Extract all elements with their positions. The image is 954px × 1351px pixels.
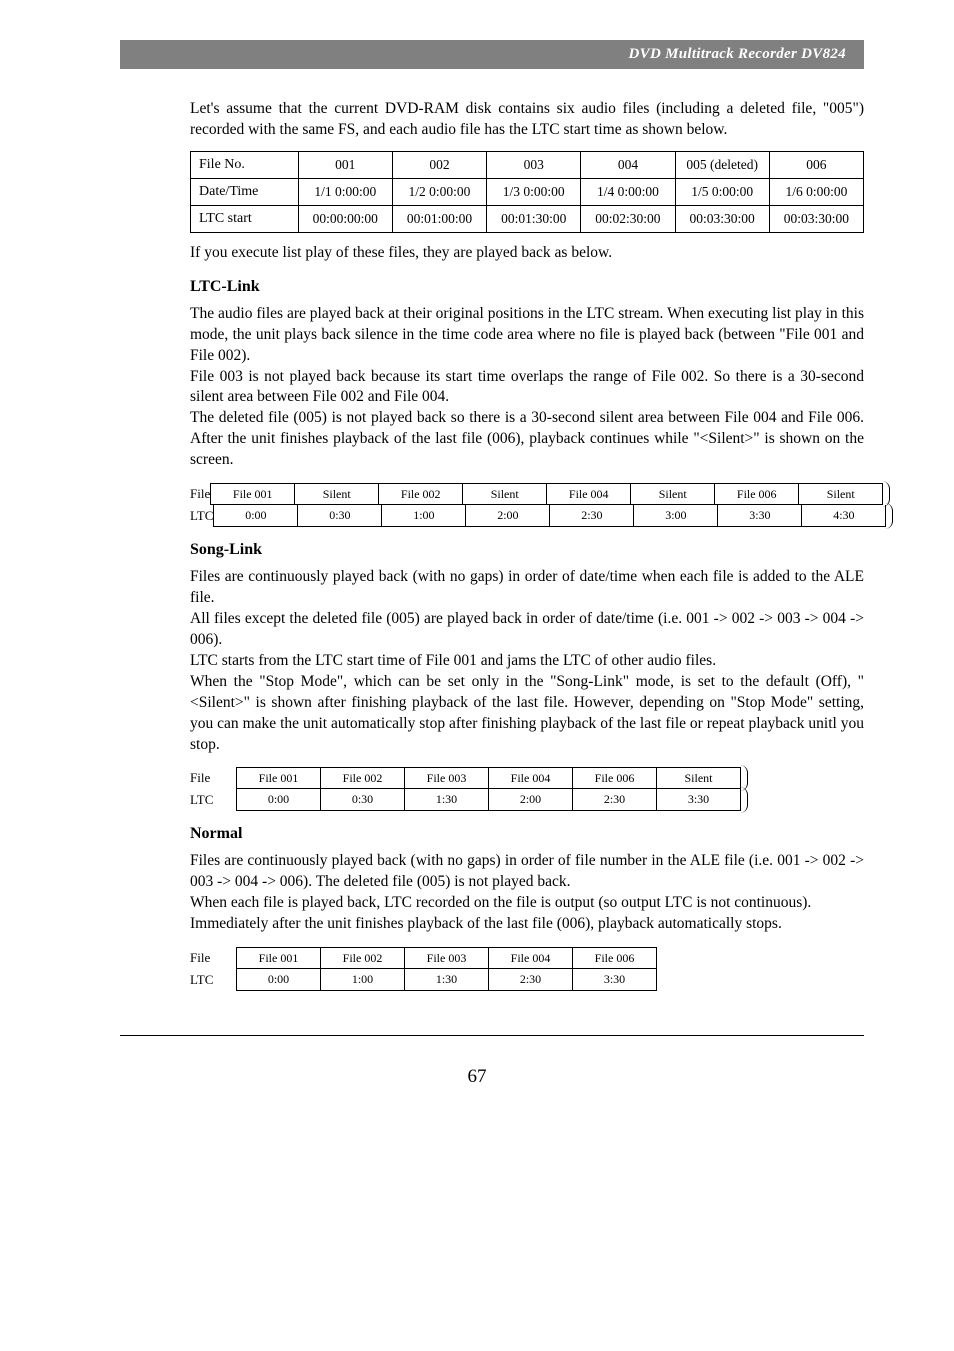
normal-p3: Immediately after the unit finishes play… (190, 914, 864, 935)
diagram-cell: 3:30 (717, 505, 801, 527)
diagram-cell: File 006 (572, 767, 656, 789)
normal-p1: Files are continuously played back (with… (190, 851, 864, 893)
page-footer-rule (120, 1035, 864, 1036)
file-table-cell: 00:02:30:00 (581, 205, 675, 232)
file-table-cell: 005 (deleted) (675, 151, 769, 178)
diagram-cell: 2:30 (572, 789, 656, 811)
file-table-cell: Date/Time (191, 178, 299, 205)
diagram-cell: 2:30 (549, 505, 633, 527)
ltclink-p1: The audio files are played back at their… (190, 304, 864, 367)
diagram-cell: 3:00 (633, 505, 717, 527)
diagram-cell: File 003 (404, 767, 488, 789)
diagram-row-label: File (190, 770, 236, 786)
diagram-cell: 3:30 (572, 969, 656, 991)
diagram-cell: File 004 (488, 767, 572, 789)
diagram-row-label: File (190, 486, 210, 502)
normal-heading: Normal (190, 825, 864, 843)
file-table-cell: 1/4 0:00:00 (581, 178, 675, 205)
diagram-cell: File 006 (714, 483, 798, 505)
diagram-cell: 0:30 (297, 505, 381, 527)
file-table-cell: 00:00:00:00 (298, 205, 392, 232)
file-table-cell: 004 (581, 151, 675, 178)
diagram-cell: 0:00 (213, 505, 297, 527)
diagram-cell: File 002 (320, 947, 404, 969)
diagram-cell: File 002 (320, 767, 404, 789)
file-table-cell: LTC start (191, 205, 299, 232)
preamble-text: If you execute list play of these files,… (190, 243, 864, 264)
file-table-cell: 1/3 0:00:00 (487, 178, 581, 205)
diagram-cell: 1:30 (404, 789, 488, 811)
page-number: 67 (0, 1066, 954, 1088)
diagram-cell: File 001 (236, 947, 320, 969)
diagram-cell: 1:00 (381, 505, 465, 527)
songlink-diagram: FileFile 001File 002File 003File 004File… (190, 767, 864, 811)
ltclink-p3: The deleted file (005) is not played bac… (190, 408, 864, 471)
header-bar: DVD Multitrack Recorder DV824 (120, 40, 864, 69)
file-table: File No.001002003004005 (deleted)006 Date… (190, 151, 864, 233)
file-table-cell: 1/2 0:00:00 (392, 178, 486, 205)
file-table-cell: 00:01:00:00 (392, 205, 486, 232)
ltclink-p2: File 003 is not played back because its … (190, 367, 864, 409)
file-table-cell: File No. (191, 151, 299, 178)
diagram-cell: 3:30 (656, 789, 740, 811)
normal-p2: When each file is played back, LTC recor… (190, 893, 864, 914)
file-table-cell: 1/5 0:00:00 (675, 178, 769, 205)
diagram-row-label: LTC (190, 972, 236, 988)
diagram-cell: 2:00 (465, 505, 549, 527)
diagram-cell: 2:30 (488, 969, 572, 991)
normal-diagram: FileFile 001File 002File 003File 004File… (190, 947, 864, 991)
diagram-row-label: File (190, 950, 236, 966)
ltclink-heading: LTC-Link (190, 278, 864, 296)
diagram-cell: Silent (656, 767, 740, 789)
diagram-cell: 0:00 (236, 969, 320, 991)
diagram-cell: File 001 (210, 483, 294, 505)
diagram-cell: Silent (294, 483, 378, 505)
file-table-cell: 1/1 0:00:00 (298, 178, 392, 205)
diagram-cell: File 002 (378, 483, 462, 505)
ltclink-diagram: FileFile 001SilentFile 002SilentFile 004… (190, 483, 864, 527)
diagram-cell: 1:30 (404, 969, 488, 991)
file-table-cell: 00:03:30:00 (769, 205, 863, 232)
songlink-p2: All files except the deleted file (005) … (190, 609, 864, 651)
diagram-cell: Silent (798, 483, 882, 505)
file-table-cell: 00:03:30:00 (675, 205, 769, 232)
file-table-cell: 006 (769, 151, 863, 178)
diagram-cell: 4:30 (801, 505, 885, 527)
header-title: DVD Multitrack Recorder DV824 (629, 46, 846, 63)
file-table-cell: 002 (392, 151, 486, 178)
diagram-cell: File 006 (572, 947, 656, 969)
diagram-row-label: LTC (190, 792, 236, 808)
intro-text: Let's assume that the current DVD-RAM di… (190, 99, 864, 141)
diagram-cell: File 004 (546, 483, 630, 505)
file-table-cell: 00:01:30:00 (487, 205, 581, 232)
songlink-p1: Files are continuously played back (with… (190, 567, 864, 609)
songlink-p3: LTC starts from the LTC start time of Fi… (190, 651, 864, 672)
file-table-cell: 003 (487, 151, 581, 178)
songlink-p4: When the "Stop Mode", which can be set o… (190, 672, 864, 756)
songlink-heading: Song-Link (190, 541, 864, 559)
file-table-cell: 1/6 0:00:00 (769, 178, 863, 205)
diagram-cell: File 003 (404, 947, 488, 969)
diagram-row-label: LTC (190, 508, 213, 524)
diagram-cell: 2:00 (488, 789, 572, 811)
diagram-cell: Silent (462, 483, 546, 505)
diagram-cell: Silent (630, 483, 714, 505)
diagram-cell: 1:00 (320, 969, 404, 991)
diagram-cell: 0:30 (320, 789, 404, 811)
file-table-cell: 001 (298, 151, 392, 178)
diagram-cell: File 001 (236, 767, 320, 789)
diagram-cell: 0:00 (236, 789, 320, 811)
diagram-cell: File 004 (488, 947, 572, 969)
